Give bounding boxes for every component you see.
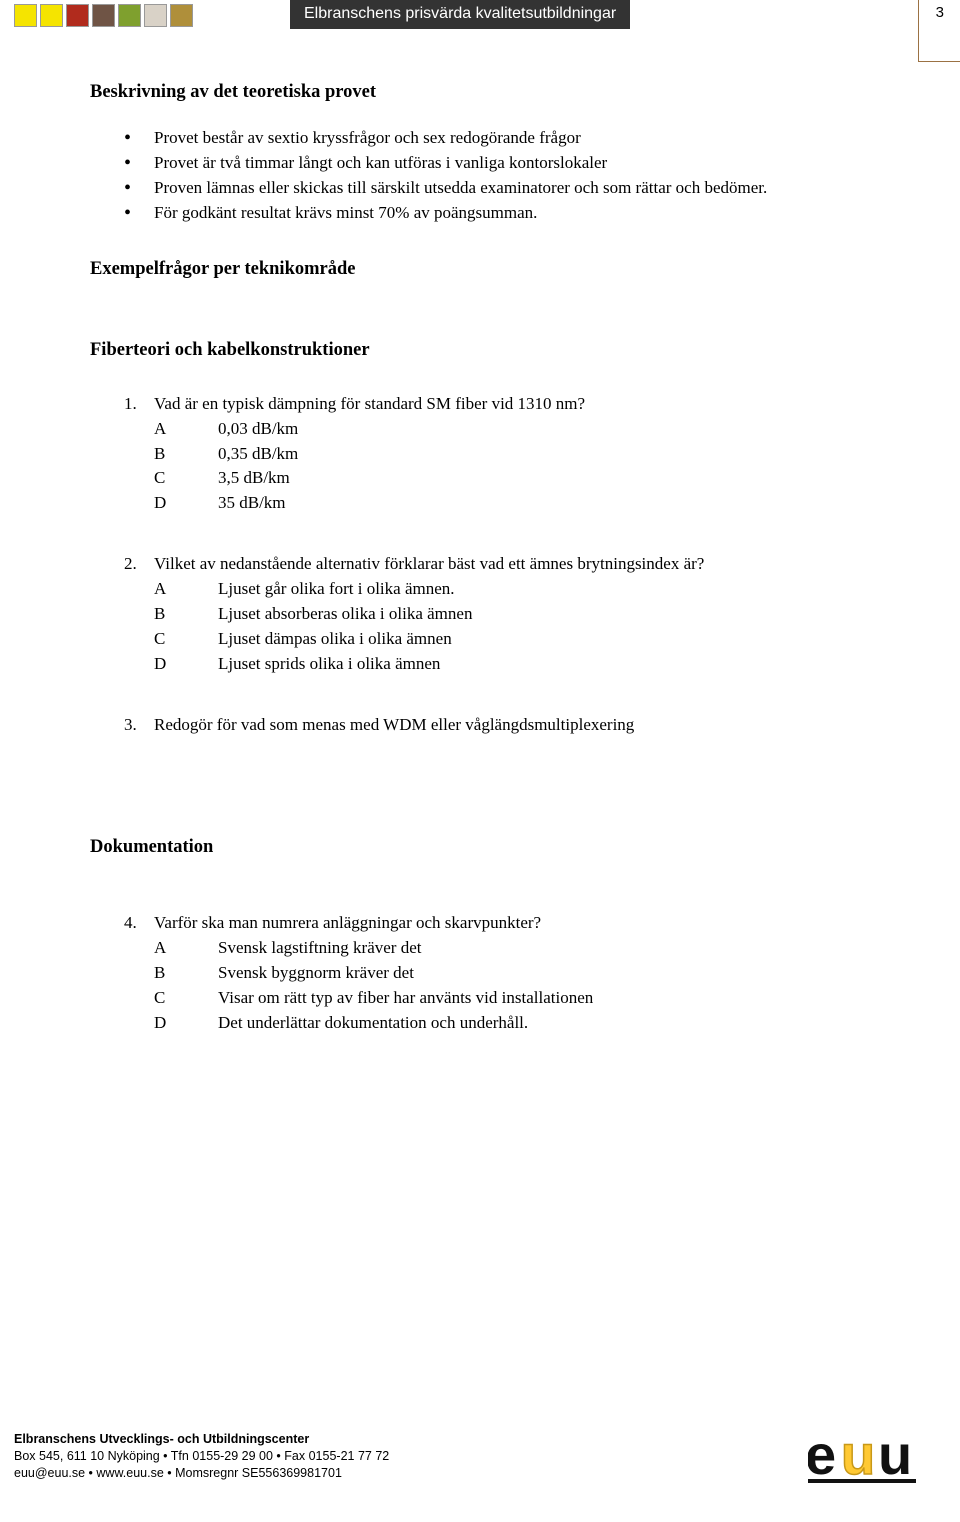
answer-text: 35 dB/km <box>218 492 870 515</box>
answer-letter: D <box>154 653 218 676</box>
answer-letter: B <box>154 603 218 626</box>
answer-letter: A <box>154 578 218 601</box>
answer-text: 0,03 dB/km <box>218 418 870 441</box>
color-box <box>170 4 193 27</box>
bullet-item: Proven lämnas eller skickas till särskil… <box>124 177 870 200</box>
answer-text: Ljuset sprids olika i olika ämnen <box>218 653 870 676</box>
question-text: Vad är en typisk dämpning för standard S… <box>154 393 870 416</box>
euu-logo-icon: e u u <box>808 1424 918 1486</box>
heading-dokumentation: Dokumentation <box>90 835 870 860</box>
banner-title: Elbranschens prisvärda kvalitetsutbildni… <box>290 0 630 29</box>
footer-title: Elbranschens Utvecklings- och Utbildning… <box>14 1431 946 1448</box>
heading-exempelfragor: Exempelfrågor per teknikområde <box>90 257 870 282</box>
answer-text: Visar om rätt typ av fiber har använts v… <box>218 987 870 1010</box>
page-number: 3 <box>936 4 944 21</box>
color-box <box>144 4 167 27</box>
answer-text: Ljuset dämpas olika i olika ämnen <box>218 628 870 651</box>
bullet-item: Provet består av sextio kryssfrågor och … <box>124 127 870 150</box>
answer-text: Svensk lagstiftning kräver det <box>218 937 870 960</box>
answer-letter: C <box>154 467 218 490</box>
question-text: Vilket av nedanstående alternativ förkla… <box>154 553 870 576</box>
color-box <box>92 4 115 27</box>
color-box <box>118 4 141 27</box>
page-header: Elbranschens prisvärda kvalitetsutbildni… <box>0 0 960 36</box>
question-number: 3. <box>124 714 154 737</box>
question-number: 1. <box>124 393 154 416</box>
answer-letter: A <box>154 418 218 441</box>
question-2: 2. Vilket av nedanstående alternativ för… <box>90 553 870 676</box>
question-text: Varför ska man numrera anläggningar och … <box>154 912 870 935</box>
bullet-item: Provet är två timmar långt och kan utför… <box>124 152 870 175</box>
answer-letter: C <box>154 987 218 1010</box>
euu-logo: e u u <box>808 1424 918 1486</box>
answer-letter: B <box>154 443 218 466</box>
page-footer: Elbranschens Utvecklings- och Utbildning… <box>14 1431 946 1482</box>
svg-text:u: u <box>878 1424 912 1486</box>
color-box <box>66 4 89 27</box>
bullet-list: Provet består av sextio kryssfrågor och … <box>90 127 870 225</box>
footer-line: euu@euu.se • www.euu.se • Momsregnr SE55… <box>14 1465 946 1482</box>
answer-letter: C <box>154 628 218 651</box>
color-box <box>14 4 37 27</box>
question-3: 3. Redogör för vad som menas med WDM ell… <box>90 714 870 737</box>
heading-fiberteori: Fiberteori och kabelkonstruktioner <box>90 338 870 363</box>
answer-text: Ljuset går olika fort i olika ämnen. <box>218 578 870 601</box>
question-number: 2. <box>124 553 154 576</box>
answer-letter: D <box>154 1012 218 1035</box>
document-body: Beskrivning av det teoretiska provet Pro… <box>0 36 960 1035</box>
answer-text: 0,35 dB/km <box>218 443 870 466</box>
answer-letter: B <box>154 962 218 985</box>
question-number: 4. <box>124 912 154 935</box>
answer-letter: A <box>154 937 218 960</box>
answer-text: Det underlättar dokumentation och underh… <box>218 1012 870 1035</box>
bullet-item: För godkänt resultat krävs minst 70% av … <box>124 202 870 225</box>
answer-text: 3,5 dB/km <box>218 467 870 490</box>
svg-text:u: u <box>841 1424 875 1486</box>
svg-text:e: e <box>808 1424 836 1486</box>
question-1: 1. Vad är en typisk dämpning för standar… <box>90 393 870 516</box>
question-4: 4. Varför ska man numrera anläggningar o… <box>90 912 870 1035</box>
footer-text: Elbranschens Utvecklings- och Utbildning… <box>14 1431 946 1482</box>
color-box <box>40 4 63 27</box>
logo-color-boxes <box>14 4 193 27</box>
answer-text: Svensk byggnorm kräver det <box>218 962 870 985</box>
answer-letter: D <box>154 492 218 515</box>
heading-beskrivning: Beskrivning av det teoretiska provet <box>90 80 870 105</box>
footer-line: Box 545, 611 10 Nyköping • Tfn 0155-29 2… <box>14 1448 946 1465</box>
answer-text: Ljuset absorberas olika i olika ämnen <box>218 603 870 626</box>
question-text: Redogör för vad som menas med WDM eller … <box>154 714 870 737</box>
